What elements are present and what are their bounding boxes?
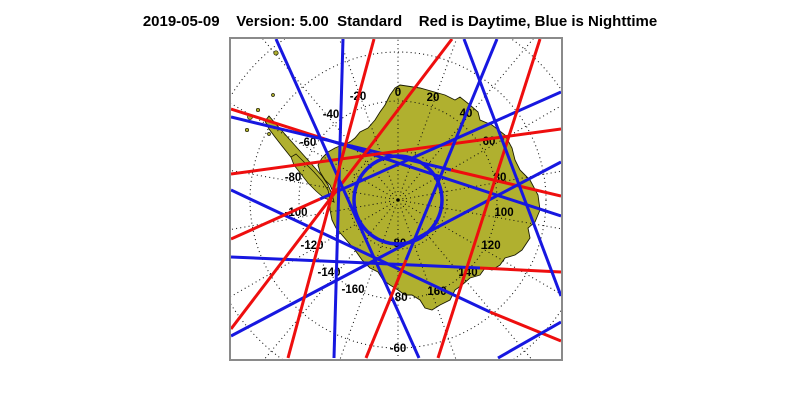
longitude-label: 100: [494, 207, 513, 219]
island: [255, 107, 261, 113]
orbit-track-night-segment: [497, 320, 561, 359]
latitude-circle: [348, 150, 448, 250]
longitude-label: -60: [300, 137, 317, 149]
meridian-line: [404, 203, 561, 295]
page-title: 2019-05-09 Version: 5.00 Standard Red is…: [142, 13, 658, 30]
meridian-line: [231, 170, 391, 200]
orbit-track-night-segment: [319, 90, 561, 201]
orbit-track-day-segment: [286, 39, 376, 359]
meridian-line: [231, 102, 392, 197]
meridian-line: [263, 205, 394, 359]
antarctica-polar-map: 020406080100120140160180-160-140-120-100…: [231, 39, 561, 359]
meridian-line: [402, 205, 533, 359]
island: [244, 127, 250, 133]
map-plot-frame: 020406080100120140160180-160-140-120-100…: [229, 37, 563, 361]
orbit-track-day-segment: [450, 168, 561, 198]
orbit-track-night-segment: [332, 39, 345, 359]
island: [273, 50, 279, 56]
longitude-label: 20: [427, 92, 440, 104]
longitude-label: 120: [481, 240, 500, 252]
orbit-track-day-segment: [364, 259, 408, 359]
orbit-track-day-segment: [231, 197, 321, 241]
meridian-line: [339, 207, 396, 359]
orbit-track-day-segment: [479, 266, 561, 274]
orbit-track-night-segment: [231, 188, 491, 314]
orbit-track-day-segment: [231, 127, 561, 176]
latitude-circle: [249, 51, 547, 349]
latitude-circle: [298, 100, 498, 300]
orbit-track-day-segment: [231, 107, 326, 141]
longitude-label: -160: [341, 284, 364, 296]
meridian-line: [405, 200, 561, 230]
orbit-track-night-segment: [231, 255, 481, 270]
longitude-label: -100: [284, 207, 307, 219]
south-pole-marker: [396, 198, 400, 202]
orbit-track-day-segment: [436, 39, 542, 359]
orbit-track-day-segment: [489, 310, 561, 343]
longitude-label: -40: [323, 109, 340, 121]
orbit-track-night-segment: [404, 39, 499, 261]
longitude-label: 0: [395, 87, 401, 99]
longitude-label: -140: [317, 267, 340, 279]
meridian-line: [262, 39, 394, 195]
latitude-circle: [392, 194, 404, 206]
meridian-line: [405, 170, 561, 200]
orbit-track-night-segment: [231, 160, 561, 338]
orbit-track-night-segment: [274, 39, 421, 359]
orbit-track-night-segment: [462, 39, 561, 297]
longitude-label: -80: [285, 172, 302, 184]
island: [271, 93, 275, 97]
latitude-label: -60: [390, 343, 407, 355]
orbit-tracks-layer: [231, 39, 561, 359]
island: [267, 132, 271, 136]
